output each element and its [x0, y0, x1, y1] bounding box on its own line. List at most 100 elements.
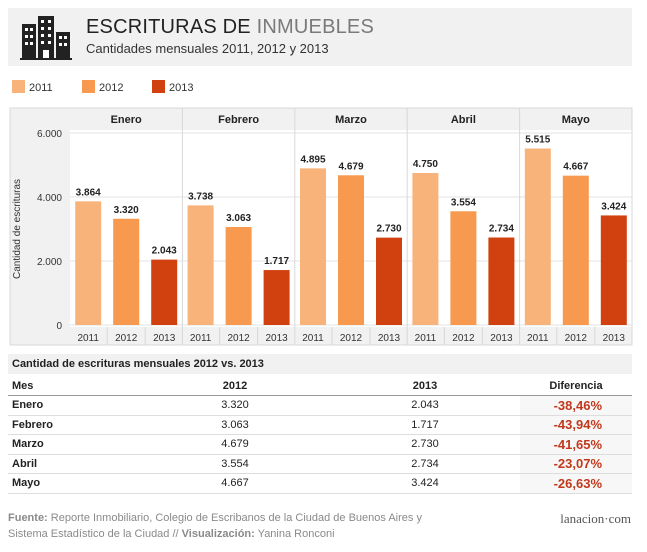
x-tick-label: 2011 — [302, 333, 324, 344]
bar-value-label: 2.730 — [376, 224, 401, 235]
cell-mes: Febrero — [8, 415, 140, 435]
x-tick-label: 2012 — [340, 333, 363, 344]
page-subtitle: Cantidades mensuales 2011, 2012 y 2013 — [86, 41, 329, 56]
y-tick-label: 2.000 — [37, 257, 62, 268]
cell-diferencia: -43,94% — [520, 415, 632, 435]
x-tick-label: 2013 — [603, 333, 626, 344]
legend-item-2011: 2011 — [12, 80, 53, 96]
bar-value-label: 3.738 — [188, 191, 213, 202]
comparison-table: Mes 2012 2013 Diferencia Enero 3.320 2.0… — [8, 377, 632, 494]
chart-labels: 0 2.000 4.000 6.000 Cantidad de escrituras En… — [12, 114, 627, 344]
bar — [263, 270, 290, 325]
table-row: Febrero 3.063 1.717 -43,94% — [8, 415, 632, 435]
bar — [412, 173, 439, 325]
cell-2012: 4.679 — [140, 434, 330, 455]
legend-label-2012: 2012 — [99, 82, 124, 94]
legend-swatch-2013 — [152, 80, 165, 93]
footer-vis-text: Yanina Ronconi — [257, 528, 335, 540]
cell-mes: Mayo — [8, 473, 140, 494]
x-tick-label: 2011 — [77, 333, 99, 344]
bar-chart: 0 2.000 4.000 6.000 Cantidad de escrituras En… — [9, 107, 633, 346]
legend-item-2012: 2012 — [82, 80, 123, 96]
legend-swatch-2012 — [82, 80, 95, 93]
x-tick-label: 2012 — [452, 333, 475, 344]
legend-label-2013: 2013 — [169, 82, 194, 94]
month-label: Abril — [451, 114, 476, 126]
table-row: Enero 3.320 2.043 -38,46% — [8, 395, 632, 416]
bar — [600, 215, 627, 325]
month-label: Marzo — [335, 114, 367, 126]
bar-value-label: 5.515 — [525, 135, 550, 146]
bar-value-label: 1.717 — [264, 256, 289, 267]
legend-swatch-2011 — [12, 80, 25, 93]
bar-value-label: 3.320 — [114, 205, 139, 216]
buildings-icon — [20, 16, 72, 60]
footer-vis-label: Visualización: — [181, 528, 255, 540]
bar-value-label: 3.063 — [226, 213, 251, 224]
footer-source-text: Reporte Inmobiliario, Colegio de Escriba… — [50, 512, 422, 524]
bar — [151, 259, 178, 325]
month-label: Mayo — [562, 114, 590, 126]
cell-2012: 3.554 — [140, 454, 330, 474]
legend-label-2011: 2011 — [29, 82, 53, 94]
month-label: Enero — [111, 114, 142, 126]
x-tick-label: 2012 — [115, 333, 138, 344]
x-tick-label: 2013 — [490, 333, 513, 344]
bar-value-label: 4.895 — [300, 154, 325, 165]
bar-value-label: 3.554 — [451, 197, 476, 208]
cell-2012: 4.667 — [140, 473, 330, 494]
bar — [562, 175, 589, 325]
header: ESCRITURAS DE INMUEBLES Cantidades mensu… — [8, 8, 632, 66]
legend-item-2013: 2013 — [152, 80, 193, 96]
x-tick-label: 2013 — [153, 333, 176, 344]
bar — [450, 211, 477, 325]
cell-diferencia: -41,65% — [520, 434, 632, 455]
x-tick-label: 2013 — [378, 333, 401, 344]
footer: Fuente: Reporte Inmobiliario, Colegio de… — [8, 510, 422, 542]
x-tick-label: 2013 — [265, 333, 288, 344]
bar-value-label: 4.667 — [563, 162, 588, 173]
x-tick-label: 2011 — [527, 333, 549, 344]
cell-diferencia: -38,46% — [520, 395, 632, 416]
chart-frame — [9, 107, 633, 346]
footer-line-2: Sistema Estadístico de la Ciudad // Visu… — [8, 526, 422, 542]
header-diferencia: Diferencia — [520, 377, 632, 396]
cell-mes: Marzo — [8, 434, 140, 455]
header-2013: 2013 — [330, 377, 520, 396]
brand-logo: lanacion·com — [560, 511, 631, 526]
bar — [113, 218, 140, 325]
y-axis-band — [10, 108, 70, 345]
bar-value-label: 3.864 — [76, 187, 101, 198]
bar — [338, 175, 364, 325]
x-tick-label: 2011 — [190, 333, 212, 344]
bar — [376, 237, 402, 325]
cell-2013: 2.043 — [330, 395, 520, 416]
table-row: Mayo 4.667 3.424 -26,63% — [8, 473, 632, 494]
cell-mes: Abril — [8, 454, 140, 474]
table-row: Abril 3.554 2.734 -23,07% — [8, 454, 632, 474]
cell-2013: 2.730 — [330, 434, 520, 455]
footer-source-label: Fuente: — [8, 512, 48, 524]
chart-bars — [75, 148, 627, 325]
cell-2013: 1.717 — [330, 415, 520, 435]
bar — [488, 237, 515, 325]
y-axis-label: Cantidad de escrituras — [12, 179, 23, 279]
title-main: ESCRITURAS DE — [86, 16, 251, 38]
cell-2012: 3.063 — [140, 415, 330, 435]
bar — [524, 148, 551, 325]
bar-value-label: 2.043 — [152, 246, 177, 257]
cell-2012: 3.320 — [140, 395, 330, 416]
bar — [75, 201, 102, 325]
y-tick-label: 4.000 — [37, 193, 62, 204]
bar-value-label: 4.679 — [338, 161, 363, 172]
title-highlight: INMUEBLES — [256, 16, 375, 38]
cell-2013: 2.734 — [330, 454, 520, 474]
cell-diferencia: -23,07% — [520, 454, 632, 474]
y-tick-label: 0 — [56, 321, 62, 332]
bar — [187, 205, 214, 325]
cell-2013: 3.424 — [330, 473, 520, 494]
y-tick-label: 6.000 — [37, 129, 62, 140]
header-mes: Mes — [8, 377, 140, 396]
x-tick-label: 2012 — [227, 333, 250, 344]
x-tick-label: 2011 — [415, 333, 437, 344]
